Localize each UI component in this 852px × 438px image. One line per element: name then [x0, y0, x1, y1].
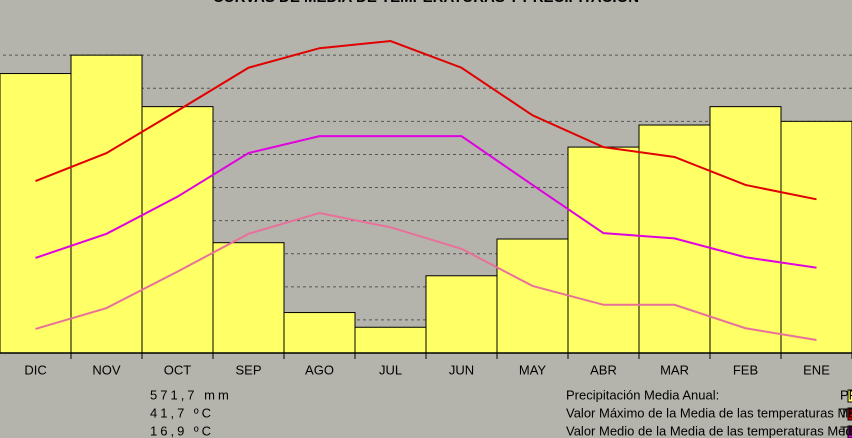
line: [35, 135, 817, 269]
x-tick-label-wrap: NOV: [92, 362, 121, 377]
x-tick-label: JUL: [379, 362, 402, 377]
stat-value-wrap: 16,9 ºC: [150, 423, 214, 438]
x-tick-label-wrap: ABR: [590, 362, 617, 377]
x-tick-label: AGO: [305, 362, 334, 377]
stat-value-wrap: 571,7 mm: [150, 387, 232, 402]
stat-label-wrap: Valor Máximo de la Media de las temperat…: [566, 405, 852, 420]
legend-label-wrap: TEMPERATURA MEDIA: [840, 423, 852, 438]
line: [35, 40, 817, 201]
stat-label: Valor Máximo de la Media de las temperat…: [566, 405, 852, 420]
stat-label-wrap: Precipitación Media Anual:: [566, 387, 719, 402]
x-tick-label: ENE: [803, 362, 830, 377]
x-tick-label-wrap: OCT: [164, 362, 192, 377]
x-tick-label-wrap: MAY: [519, 362, 547, 377]
x-tick-label-wrap: JUL: [379, 362, 402, 377]
bar: [283, 312, 356, 354]
x-tick-label: ABR: [590, 362, 617, 377]
bar: [780, 120, 852, 354]
x-tick-label: DIC: [24, 362, 46, 377]
legend-swatch: [847, 407, 852, 421]
bar: [567, 146, 640, 354]
x-tick-label: JUN: [449, 362, 474, 377]
x-tick-label: SEP: [235, 362, 261, 377]
stat-label: Valor Medio de la Media de las temperatu…: [566, 423, 852, 438]
stat-value-wrap: 41,7 ºC: [150, 405, 214, 420]
bar: [354, 326, 427, 354]
legend-label: PRECIPITACIONES: [840, 387, 852, 402]
x-tick-label-wrap: MAR: [660, 362, 689, 377]
stat-value: 41,7 ºC: [150, 405, 214, 420]
bar: [0, 73, 72, 354]
x-tick-label-wrap: FEB: [733, 362, 758, 377]
bar: [212, 242, 285, 354]
stat-label-wrap: Valor Medio de la Media de las temperatu…: [566, 423, 852, 438]
legend-label-wrap: PRECIPITACIONES: [840, 387, 852, 402]
x-tick-label: NOV: [92, 362, 121, 377]
bar: [709, 106, 782, 354]
x-tick-label: MAR: [660, 362, 689, 377]
legend-swatch: [847, 425, 852, 438]
bar: [70, 54, 143, 354]
x-tick-label: FEB: [733, 362, 758, 377]
chart-title-wrap: CURVAS DE MEDIA DE TEMPERATURAS Y PRECIP…: [213, 0, 639, 6]
bar: [425, 275, 498, 354]
legend-label: TEMPERATURA MEDIA: [840, 423, 852, 438]
bar: [496, 238, 569, 354]
x-tick-label-wrap: DIC: [24, 362, 46, 377]
x-tick-label-wrap: AGO: [305, 362, 334, 377]
x-tick-label: MAY: [519, 362, 547, 377]
bar: [141, 106, 214, 354]
x-tick-label-wrap: SEP: [235, 362, 261, 377]
line: [35, 211, 817, 341]
x-tick-label-wrap: ENE: [803, 362, 830, 377]
x-tick-label: OCT: [164, 362, 192, 377]
stat-value: 16,9 ºC: [150, 423, 214, 438]
x-tick-label-wrap: JUN: [449, 362, 474, 377]
stat-label: Precipitación Media Anual:: [566, 387, 719, 402]
stat-value: 571,7 mm: [150, 387, 232, 402]
chart-title: CURVAS DE MEDIA DE TEMPERATURAS Y PRECIP…: [213, 0, 639, 6]
legend-label-wrap: TEMPERATURA MAXIMA: [840, 405, 852, 420]
legend-label: TEMPERATURA MAXIMA: [840, 405, 852, 420]
legend-swatch: [847, 389, 852, 403]
